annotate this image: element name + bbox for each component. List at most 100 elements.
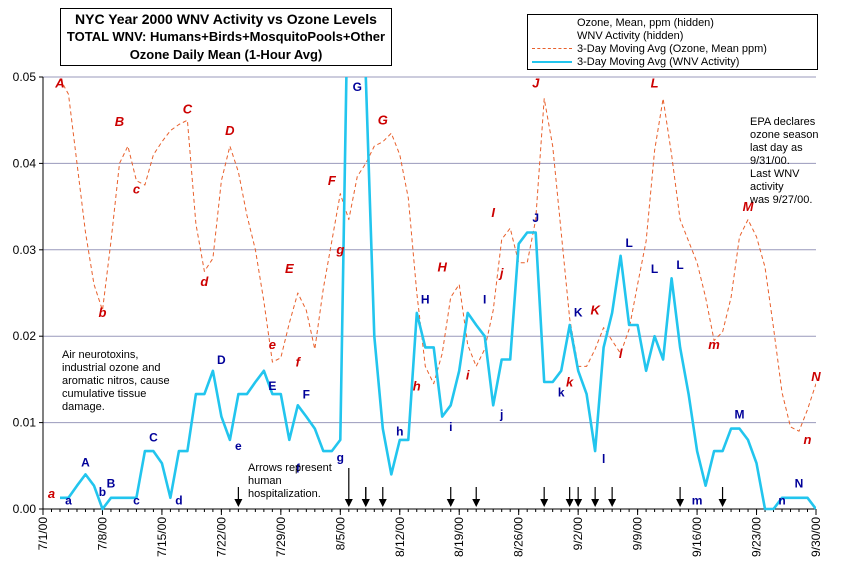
- chart-title-box: NYC Year 2000 WNV Activity vs Ozone Leve…: [60, 8, 392, 66]
- x-tick-label: 8/26/00: [512, 517, 526, 557]
- ozone-point-label: N: [811, 369, 821, 384]
- ozone-point-label: J: [532, 75, 540, 90]
- wnv-point-label: L: [651, 262, 658, 276]
- ozone-point-label: f: [296, 354, 302, 369]
- wnv-point-label: E: [268, 379, 276, 393]
- ozone-point-label: H: [438, 259, 448, 274]
- ozone-point-label: i: [466, 367, 470, 382]
- legend-label: 3-Day Moving Avg (WNV Activity): [577, 56, 740, 68]
- series-line-ozone: [59, 78, 816, 432]
- chart-legend: Ozone, Mean, ppm (hidden) WNV Activity (…: [527, 14, 818, 70]
- wnv-point-label: g: [337, 450, 344, 464]
- legend-swatch-solid: [532, 61, 572, 63]
- wnv-point-label: f: [296, 462, 301, 476]
- annotation-air-neurotoxins: Air neurotoxins, industrial ozone and ar…: [62, 349, 170, 413]
- ozone-point-label: a: [48, 486, 55, 501]
- y-tick-label: 0.01: [13, 416, 37, 430]
- wnv-point-label: L: [625, 236, 632, 250]
- ozone-point-label: e: [269, 337, 276, 352]
- ozone-point-label: j: [498, 265, 504, 280]
- wnv-point-label: J: [532, 211, 539, 225]
- ozone-point-label: E: [285, 261, 294, 276]
- hospitalization-arrow-head: [361, 499, 370, 507]
- ozone-point-label: h: [413, 379, 421, 394]
- y-tick-label: 0.03: [13, 243, 37, 257]
- x-tick-label: 7/1/00: [36, 517, 50, 551]
- wnv-point-label: L: [676, 258, 683, 272]
- x-tick-label: 7/15/00: [155, 517, 169, 557]
- ozone-point-label: D: [225, 123, 235, 138]
- wnv-point-label: j: [499, 407, 503, 421]
- wnv-point-label: a: [65, 494, 72, 508]
- wnv-point-label: C: [149, 431, 158, 445]
- ozone-point-label: G: [378, 113, 388, 128]
- hospitalization-arrow-head: [676, 499, 685, 507]
- wnv-point-label: i: [449, 420, 452, 434]
- wnv-point-label: c: [133, 494, 140, 508]
- x-tick-label: 7/8/00: [95, 517, 109, 551]
- wnv-point-label: M: [735, 407, 745, 421]
- wnv-point-label: l: [602, 452, 605, 466]
- wnv-point-label: H: [421, 292, 430, 306]
- ozone-point-label: I: [491, 205, 495, 220]
- ozone-point-label: K: [590, 303, 601, 318]
- chart-subtitle-2: Ozone Daily Mean (1-Hour Avg): [129, 47, 323, 62]
- hospitalization-arrow-head: [718, 499, 727, 507]
- ozone-point-label: L: [651, 75, 659, 90]
- chart-title: NYC Year 2000 WNV Activity vs Ozone Leve…: [75, 11, 377, 27]
- wnv-point-label: N: [795, 476, 804, 490]
- wnv-point-label: G: [353, 80, 362, 94]
- wnv-point-label: F: [303, 387, 310, 401]
- ozone-point-label: n: [804, 432, 812, 447]
- y-tick-label: 0.05: [13, 70, 37, 84]
- ozone-point-label: M: [743, 199, 755, 214]
- point-label-layer: ABCDEFGHIJKLMNabcdefghijklmnaAbBcCdDeEfF…: [48, 75, 821, 507]
- ozone-point-label: l: [619, 346, 623, 361]
- wnv-point-label: n: [778, 494, 785, 508]
- x-tick-label: 8/5/00: [333, 517, 347, 551]
- legend-label: Ozone, Mean, ppm (hidden): [577, 17, 714, 29]
- series-layer: [59, 77, 816, 511]
- ozone-point-label: g: [335, 242, 344, 257]
- wnv-point-label: h: [396, 425, 403, 439]
- wnv-point-label: m: [692, 494, 703, 508]
- wnv-point-label: b: [99, 485, 106, 499]
- hospitalization-arrow-head: [234, 499, 243, 507]
- x-tick-label: 7/22/00: [214, 517, 228, 557]
- wnv-point-label: D: [217, 353, 226, 367]
- ozone-point-label: F: [328, 173, 337, 188]
- legend-label: 3-Day Moving Avg (Ozone, Mean ppm): [577, 43, 767, 55]
- hospitalization-arrow-head: [540, 499, 549, 507]
- x-tick-label: 9/30/00: [809, 517, 823, 557]
- x-tick-label: 7/29/00: [274, 517, 288, 557]
- x-tick-label: 9/23/00: [750, 517, 764, 557]
- x-tick-label: 8/12/00: [393, 517, 407, 557]
- hospitalization-arrow-head: [446, 499, 455, 507]
- x-tick-label: 9/9/00: [631, 517, 645, 551]
- ozone-point-label: d: [200, 274, 209, 289]
- y-tick-label: 0.02: [13, 329, 37, 343]
- ozone-point-label: A: [54, 75, 64, 90]
- axis-layer: 0.00 0.01 0.02 0.03 0.04 0.05 7/1/00 7/8/00 7/15…: [13, 70, 823, 557]
- series-line-wnv: [60, 77, 816, 511]
- hospitalization-arrow-head: [344, 499, 353, 507]
- ozone-point-label: c: [133, 182, 141, 197]
- x-tick-label: 8/19/00: [452, 517, 466, 557]
- grid-layer: [43, 76, 816, 424]
- annotation-epa: EPA declares ozone season last day as 9/…: [750, 116, 819, 206]
- ozone-point-label: C: [183, 101, 193, 116]
- wnv-point-label: B: [107, 476, 116, 490]
- hospitalization-arrow-layer: [234, 468, 727, 507]
- y-tick-label: 0.04: [13, 156, 37, 170]
- chart-subtitle: TOTAL WNV: Humans+Birds+MosquitoPools+Ot…: [66, 29, 386, 44]
- ozone-point-label: B: [115, 114, 124, 129]
- wnv-point-label: k: [558, 386, 565, 400]
- hospitalization-arrow-head: [608, 499, 617, 507]
- wnv-point-label: K: [574, 305, 583, 319]
- hospitalization-arrow-head: [591, 499, 600, 507]
- hospitalization-arrow-head: [565, 499, 574, 507]
- hospitalization-arrow-head: [574, 499, 583, 507]
- x-tick-label: 9/16/00: [690, 517, 704, 557]
- ozone-point-label: b: [98, 305, 106, 320]
